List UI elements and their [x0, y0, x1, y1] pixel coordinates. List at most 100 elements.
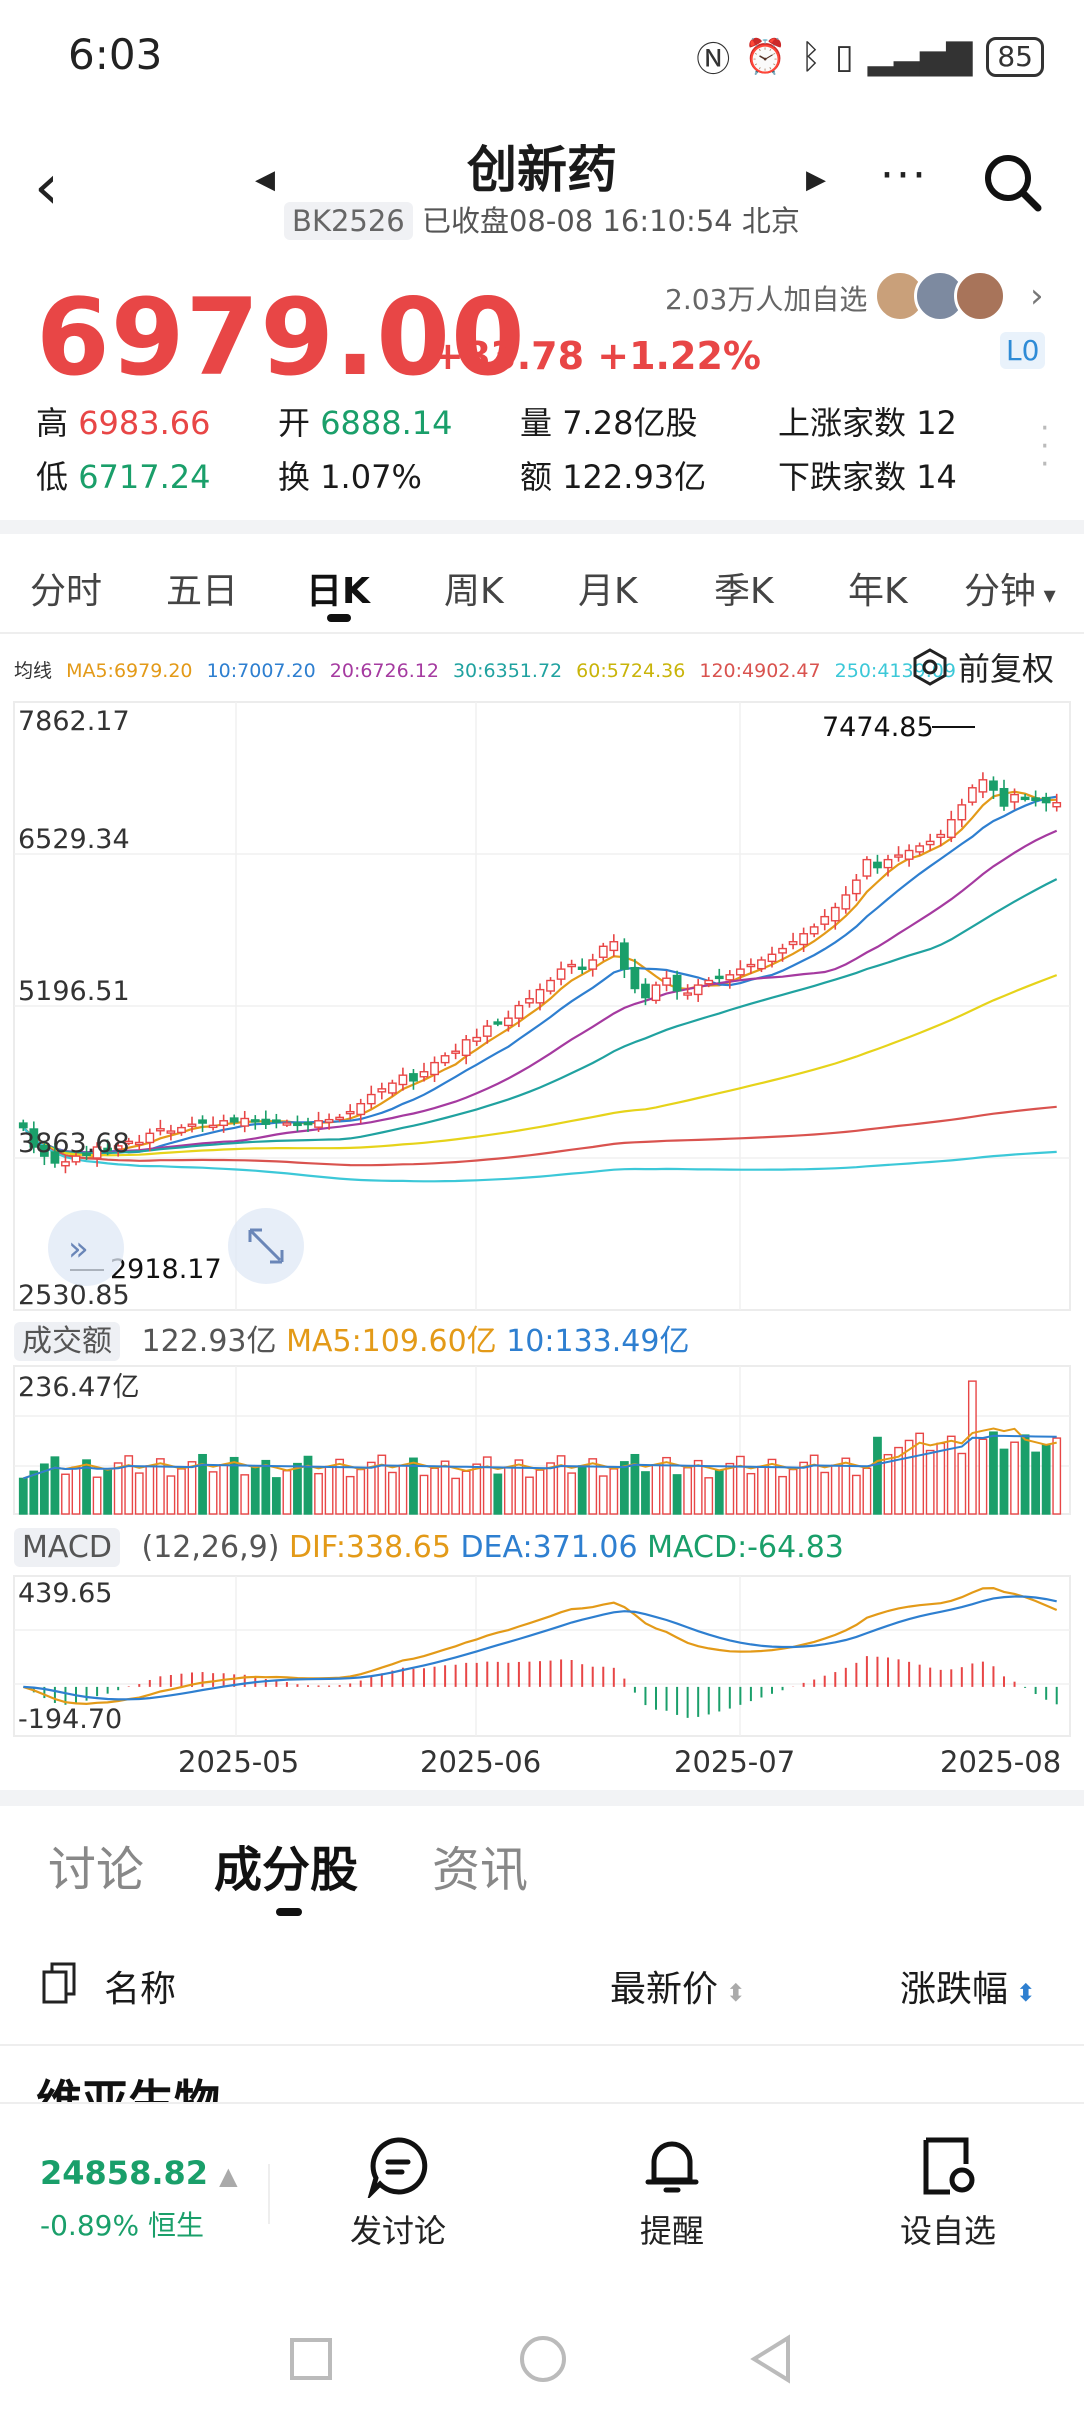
index-ticker[interactable]: 24858.82 ▲ -0.89% 恒生 — [40, 2154, 238, 2244]
sort-change-button[interactable]: 涨跌幅 ⬍ — [900, 1969, 1036, 2010]
follower-avatars[interactable] — [874, 270, 1006, 322]
prev-stock-icon[interactable]: ◀ — [255, 165, 275, 195]
clock: 6:03 — [68, 30, 163, 79]
volume-bar — [757, 1465, 766, 1515]
volume-bar — [999, 1448, 1009, 1515]
tab-yearly-k[interactable]: 年K — [848, 571, 908, 612]
expand-stats-icon[interactable]: · · · — [1040, 411, 1050, 482]
candle-body — [472, 1036, 482, 1042]
chevron-right-icon[interactable]: › — [1030, 276, 1044, 316]
candle — [925, 833, 935, 851]
avatar — [954, 270, 1006, 322]
fullscreen-button[interactable] — [228, 1208, 304, 1284]
volume-bar — [92, 1476, 102, 1515]
tab-weekly-k[interactable]: 周K — [444, 571, 504, 612]
alert-label: 提醒 — [640, 2212, 705, 2250]
volume-bar — [978, 1438, 988, 1515]
sort-icon: ⬍ — [1008, 1979, 1036, 2007]
candle — [1052, 793, 1062, 812]
candle-body — [978, 779, 988, 793]
expand-left-button[interactable]: » — [48, 1210, 124, 1286]
candle — [957, 798, 967, 828]
candle-body — [1010, 793, 1019, 803]
tab-discussion[interactable]: 讨论 — [48, 1842, 145, 1898]
copy-icon[interactable] — [40, 1960, 80, 2015]
candle — [261, 1110, 271, 1129]
candle — [978, 772, 988, 799]
candle — [208, 1116, 218, 1131]
candle — [525, 989, 534, 1008]
volume-badge[interactable]: 成交额 — [14, 1322, 120, 1361]
candle-body — [588, 959, 598, 970]
candle — [282, 1119, 292, 1127]
sort-price-button[interactable]: 最新价 ⬍ — [610, 1969, 746, 2010]
volume-bar — [82, 1459, 91, 1515]
kline-chart[interactable]: 7862.17 6529.34 5196.51 3863.68 2530.85 … — [0, 690, 1084, 1790]
settings-hex-icon — [913, 648, 947, 686]
candle-body — [693, 984, 703, 996]
tab-quarterly-k[interactable]: 季K — [714, 571, 774, 612]
macd-badge[interactable]: MACD — [14, 1528, 120, 1567]
volume-bar — [113, 1462, 123, 1515]
candle — [324, 1113, 334, 1130]
candle-body — [250, 1119, 260, 1123]
candle-body — [788, 941, 798, 946]
alert-button[interactable]: 提醒 — [640, 2134, 704, 2252]
x-tick: 2025-05 — [178, 1745, 299, 1779]
search-icon[interactable] — [980, 150, 1044, 218]
candle — [641, 978, 650, 1006]
post-discussion-button[interactable]: 发讨论 — [350, 2134, 446, 2252]
post-discussion-label: 发讨论 — [350, 2212, 447, 2250]
candle — [936, 829, 946, 847]
divider — [268, 2164, 270, 2224]
candle-body — [198, 1119, 207, 1124]
candle — [335, 1113, 345, 1122]
level-badge[interactable]: L0 — [1000, 332, 1046, 369]
volume-bar — [567, 1472, 577, 1515]
adjust-label: 前复权 — [958, 650, 1055, 688]
volume-bar — [704, 1477, 714, 1515]
candle-body — [398, 1074, 408, 1086]
volume-bar — [18, 1477, 28, 1515]
volume-bar — [229, 1456, 239, 1515]
up-count-stat: 上涨家数 12 — [778, 404, 957, 442]
adjust-button[interactable]: 前复权 — [910, 644, 1054, 690]
min-price-label: 2918.17 — [110, 1254, 222, 1285]
tab-daily-k[interactable]: 日K — [306, 571, 370, 612]
next-stock-icon[interactable]: ▶ — [806, 165, 826, 195]
tab-fenshi[interactable]: 分时 — [30, 571, 103, 612]
candle — [472, 1028, 482, 1046]
volume-bar — [271, 1477, 281, 1515]
watch-count[interactable]: 2.03万人加自选 — [665, 283, 868, 316]
candle — [1031, 790, 1041, 807]
volume-bar — [693, 1459, 703, 1515]
candle — [314, 1111, 323, 1132]
ma30-value: 30:6351.72 — [452, 660, 563, 682]
more-icon[interactable]: ··· — [880, 150, 928, 201]
macd-value: MACD:-64.83 — [647, 1530, 844, 1565]
candle-body — [282, 1122, 292, 1126]
volume-bar — [588, 1458, 598, 1515]
candle-body — [714, 975, 724, 980]
candle-body — [345, 1110, 355, 1115]
candle-body — [619, 942, 629, 970]
back-icon[interactable]: ‹ — [34, 150, 59, 223]
candle — [683, 984, 693, 1000]
dif-line — [22, 1586, 1058, 1706]
candle — [967, 784, 977, 806]
tab-monthly-k[interactable]: 月K — [578, 571, 638, 612]
tab-news[interactable]: 资讯 — [432, 1842, 529, 1898]
candle — [714, 968, 724, 984]
recents-icon[interactable] — [288, 2336, 334, 2382]
candle — [398, 1067, 408, 1091]
candle — [630, 958, 640, 994]
tab-minute[interactable]: 分钟 ▾ — [964, 571, 1056, 612]
candle — [124, 1137, 134, 1146]
home-icon[interactable] — [518, 2334, 568, 2384]
tab-five-day[interactable]: 五日 — [166, 571, 239, 612]
back-nav-icon[interactable] — [748, 2334, 794, 2384]
add-watchlist-button[interactable]: 设自选 — [900, 2134, 996, 2252]
system-nav-bar — [0, 2302, 1084, 2412]
volume-bar — [915, 1432, 925, 1515]
tab-constituents[interactable]: 成分股 — [214, 1842, 359, 1898]
